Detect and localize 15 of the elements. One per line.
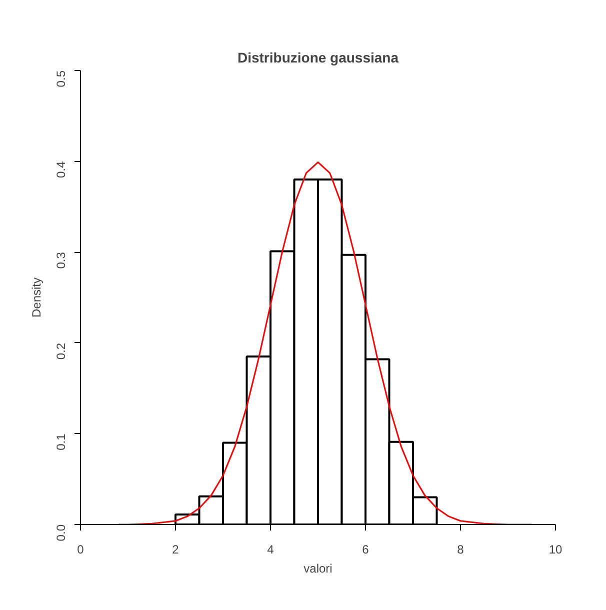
x-tick-label: 2	[172, 542, 180, 556]
y-tick-label: 0.3	[54, 252, 68, 269]
x-tick-label: 6	[362, 542, 370, 556]
y-axis-title: Density	[30, 277, 44, 318]
y-tick-label: 0.2	[54, 342, 68, 360]
x-tick-label: 8	[457, 542, 464, 556]
x-tick-label: 4	[267, 542, 274, 556]
y-tick-label: 0.0	[54, 524, 68, 542]
y-tick-label: 0.1	[54, 433, 68, 450]
chart-title: Distribuzione gaussiana	[237, 50, 399, 66]
x-tick-label: 10	[548, 542, 562, 556]
y-tick-label: 0.4	[54, 160, 68, 178]
x-axis-title: valori	[304, 562, 332, 576]
y-tick-label: 0.5	[54, 70, 68, 88]
x-tick-label: 0	[77, 542, 84, 556]
